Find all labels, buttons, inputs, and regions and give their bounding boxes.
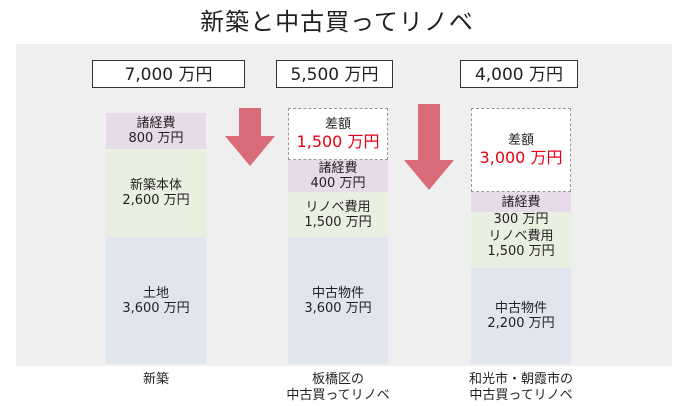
caption-line: 新築 [142, 372, 169, 387]
fees-label: 諸経費 [501, 194, 541, 210]
building-label: 新築本体 [129, 178, 182, 193]
difference-value: 3,000 万円 [479, 147, 563, 167]
used-property-value: 2,200 万円 [487, 316, 555, 331]
renovation-label: リノベ費用 [488, 229, 554, 244]
fees-segment-wako-asaka: 諸経費 [471, 192, 571, 212]
fees-value: 800 万円 [128, 131, 184, 146]
used-property-label: 中古物件 [311, 285, 364, 301]
caption-wako-asaka: 和光市・朝霞市の 中古買ってリノベ [451, 372, 591, 404]
fees-value: 300 万円 [493, 212, 549, 227]
renovation-value: 1,500 万円 [304, 214, 372, 230]
renovation-segment-itabashi: リノベ費用 1,500 万円 [288, 192, 388, 237]
fees-segment-itabashi: 諸経費 400 万円 [288, 160, 388, 192]
caption-new: 新築 [106, 372, 206, 388]
difference-box-wako-asaka: 差額 3,000 万円 [471, 108, 571, 192]
used-property-label: 中古物件 [494, 301, 547, 316]
difference-label: 差額 [507, 132, 534, 148]
used-property-segment-wako-asaka: 中古物件 2,200 万円 [471, 268, 571, 364]
fees-value: 400 万円 [310, 176, 366, 191]
difference-box-itabashi: 差額 1,500 万円 [288, 108, 388, 160]
land-value: 3,600 万円 [122, 300, 190, 316]
building-segment-new: 新築本体 2,600 万円 [106, 149, 206, 237]
used-property-value: 3,600 万円 [304, 300, 372, 316]
land-label: 土地 [142, 285, 169, 301]
total-box-itabashi: 5,500 万円 [276, 60, 393, 88]
caption-itabashi: 板橋区の 中古買ってリノベ [268, 372, 408, 404]
caption-line: 板橋区の [311, 372, 364, 387]
fees-label: 諸経費 [318, 161, 358, 176]
total-box-wako-asaka: 4,000 万円 [460, 60, 578, 88]
used-property-segment-itabashi: 中古物件 3,600 万円 [288, 237, 388, 364]
difference-label: 差額 [324, 116, 351, 132]
total-box-new: 7,000 万円 [92, 60, 245, 88]
fees-label: 諸経費 [136, 116, 176, 131]
down-arrow-icon [225, 108, 275, 166]
renovation-segment-wako-asaka: 300 万円 リノベ費用 1,500 万円 [471, 212, 571, 268]
down-arrow-icon [404, 104, 454, 190]
renovation-label: リノベ費用 [305, 199, 371, 215]
land-segment-new: 土地 3,600 万円 [106, 237, 206, 364]
renovation-value: 1,500 万円 [487, 244, 555, 259]
page-title: 新築と中古買ってリノベ [200, 8, 474, 36]
caption-line: 中古買ってリノベ [286, 388, 390, 403]
caption-line: 中古買ってリノベ [469, 388, 573, 403]
difference-value: 1,500 万円 [296, 131, 380, 151]
fees-segment-new: 諸経費 800 万円 [106, 113, 206, 149]
caption-line: 和光市・朝霞市の [468, 372, 573, 387]
building-value: 2,600 万円 [122, 193, 190, 208]
